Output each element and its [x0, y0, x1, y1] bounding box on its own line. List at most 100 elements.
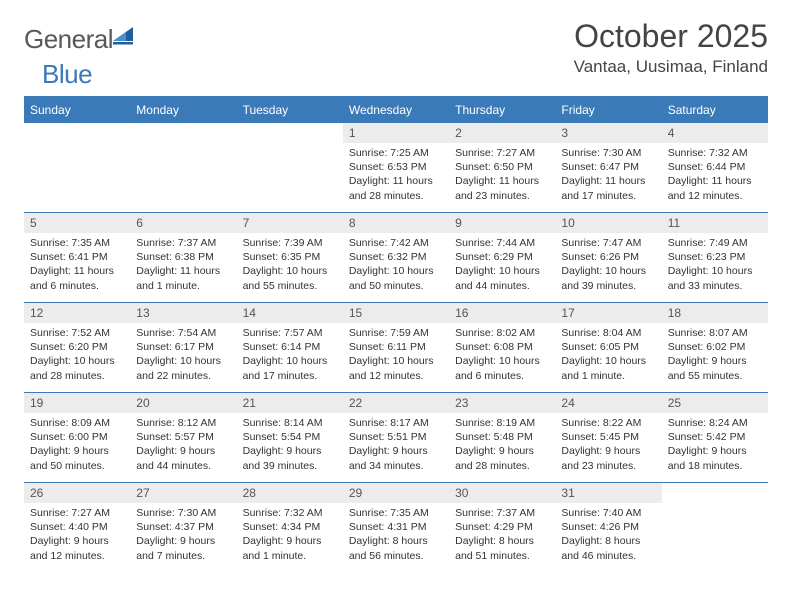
calendar-week: 19Sunrise: 8:09 AMSunset: 6:00 PMDayligh… [24, 393, 768, 483]
day-details: Sunrise: 7:30 AMSunset: 6:47 PMDaylight:… [555, 143, 661, 207]
day-details: Sunrise: 8:09 AMSunset: 6:00 PMDaylight:… [24, 413, 130, 477]
day-text: Sunrise: 8:17 AMSunset: 5:51 PMDaylight:… [349, 416, 443, 473]
day-number: 26 [24, 483, 130, 503]
day-number: 8 [343, 213, 449, 233]
day-text: Sunrise: 7:35 AMSunset: 6:41 PMDaylight:… [30, 236, 124, 293]
calendar-day: 20 Sunrise: 8:12 AMSunset: 5:57 PMDayligh… [130, 393, 236, 483]
day-number: 29 [343, 483, 449, 503]
calendar-body: 1Sunrise: 7:25 AMSunset: 6:53 PMDaylight… [24, 123, 768, 573]
day-number: 19 [24, 393, 130, 413]
day-text: Sunrise: 7:27 AMSunset: 6:50 PMDaylight:… [455, 146, 549, 203]
day-number: 20 [130, 393, 236, 413]
day-header: Friday [555, 98, 661, 123]
day-header: Tuesday [237, 98, 343, 123]
calendar-table: SundayMondayTuesdayWednesdayThursdayFrid… [24, 98, 768, 573]
calendar-day: 26Sunrise: 7:27 AMSunset: 4:40 PMDayligh… [24, 483, 130, 573]
calendar-day: 3 Sunrise: 7:30 AMSunset: 6:47 PMDaylight… [555, 123, 661, 213]
day-text: Sunrise: 8:19 AMSunset: 5:48 PMDaylight:… [455, 416, 549, 473]
calendar-day: 17 Sunrise: 8:04 AMSunset: 6:05 PMDayligh… [555, 303, 661, 393]
month-title: October 2025 [574, 18, 768, 55]
day-details: Sunrise: 7:59 AMSunset: 6:11 PMDaylight:… [343, 323, 449, 387]
calendar-day: 8 Sunrise: 7:42 AMSunset: 6:32 PMDaylight… [343, 213, 449, 303]
day-details: Sunrise: 7:30 AMSunset: 4:37 PMDaylight:… [130, 503, 236, 567]
logo-word1: General [24, 24, 113, 55]
day-number: 1 [343, 123, 449, 143]
day-text: Sunrise: 7:30 AMSunset: 6:47 PMDaylight:… [561, 146, 655, 203]
calendar-week: 26Sunrise: 7:27 AMSunset: 4:40 PMDayligh… [24, 483, 768, 573]
day-number: 22 [343, 393, 449, 413]
calendar-day: 15Sunrise: 7:59 AMSunset: 6:11 PMDayligh… [343, 303, 449, 393]
day-number: 12 [24, 303, 130, 323]
day-number: 15 [343, 303, 449, 323]
day-details: Sunrise: 7:57 AMSunset: 6:14 PMDaylight:… [237, 323, 343, 387]
calendar-day: 16Sunrise: 8:02 AMSunset: 6:08 PMDayligh… [449, 303, 555, 393]
calendar-day: 5 Sunrise: 7:35 AMSunset: 6:41 PMDaylight… [24, 213, 130, 303]
day-header: Monday [130, 98, 236, 123]
day-text: Sunrise: 7:44 AMSunset: 6:29 PMDaylight:… [455, 236, 549, 293]
calendar-empty [237, 123, 343, 213]
day-text: Sunrise: 7:42 AMSunset: 6:32 PMDaylight:… [349, 236, 443, 293]
calendar-day: 1Sunrise: 7:25 AMSunset: 6:53 PMDaylight… [343, 123, 449, 213]
calendar-day: 23 Sunrise: 8:19 AMSunset: 5:48 PMDayligh… [449, 393, 555, 483]
day-number: 9 [449, 213, 555, 233]
day-details: Sunrise: 8:19 AMSunset: 5:48 PMDaylight:… [449, 413, 555, 477]
day-number: 30 [449, 483, 555, 503]
calendar-day: 28Sunrise: 7:32 AMSunset: 4:34 PMDayligh… [237, 483, 343, 573]
calendar-day: 2 Sunrise: 7:27 AMSunset: 6:50 PMDaylight… [449, 123, 555, 213]
calendar-day: 30Sunrise: 7:37 AMSunset: 4:29 PMDayligh… [449, 483, 555, 573]
day-details: Sunrise: 7:49 AMSunset: 6:23 PMDaylight:… [662, 233, 768, 297]
day-text: Sunrise: 8:12 AMSunset: 5:57 PMDaylight:… [136, 416, 230, 473]
day-details: Sunrise: 7:35 AMSunset: 6:41 PMDaylight:… [24, 233, 130, 297]
day-text: Sunrise: 8:07 AMSunset: 6:02 PMDaylight:… [668, 326, 762, 383]
day-number: 5 [24, 213, 130, 233]
day-details: Sunrise: 7:42 AMSunset: 6:32 PMDaylight:… [343, 233, 449, 297]
day-details: Sunrise: 7:47 AMSunset: 6:26 PMDaylight:… [555, 233, 661, 297]
calendar-day: 29Sunrise: 7:35 AMSunset: 4:31 PMDayligh… [343, 483, 449, 573]
day-text: Sunrise: 7:49 AMSunset: 6:23 PMDaylight:… [668, 236, 762, 293]
logo-word2: Blue [42, 59, 92, 90]
day-number: 3 [555, 123, 661, 143]
day-number: 27 [130, 483, 236, 503]
day-header: Thursday [449, 98, 555, 123]
day-details: Sunrise: 8:24 AMSunset: 5:42 PMDaylight:… [662, 413, 768, 477]
day-details: Sunrise: 7:35 AMSunset: 4:31 PMDaylight:… [343, 503, 449, 567]
day-number: 6 [130, 213, 236, 233]
calendar-day: 31Sunrise: 7:40 AMSunset: 4:26 PMDayligh… [555, 483, 661, 573]
day-number: 14 [237, 303, 343, 323]
day-number: 7 [237, 213, 343, 233]
day-text: Sunrise: 8:02 AMSunset: 6:08 PMDaylight:… [455, 326, 549, 383]
day-details: Sunrise: 7:27 AMSunset: 6:50 PMDaylight:… [449, 143, 555, 207]
calendar-day: 11Sunrise: 7:49 AMSunset: 6:23 PMDayligh… [662, 213, 768, 303]
calendar-day: 24Sunrise: 8:22 AMSunset: 5:45 PMDayligh… [555, 393, 661, 483]
location: Vantaa, Uusimaa, Finland [574, 57, 768, 77]
day-text: Sunrise: 7:57 AMSunset: 6:14 PMDaylight:… [243, 326, 337, 383]
day-text: Sunrise: 7:32 AMSunset: 6:44 PMDaylight:… [668, 146, 762, 203]
day-number: 2 [449, 123, 555, 143]
day-details: Sunrise: 7:32 AMSunset: 4:34 PMDaylight:… [237, 503, 343, 567]
day-details: Sunrise: 7:25 AMSunset: 6:53 PMDaylight:… [343, 143, 449, 207]
calendar-day: 6Sunrise: 7:37 AMSunset: 6:38 PMDaylight… [130, 213, 236, 303]
day-header: Saturday [662, 98, 768, 123]
day-number: 23 [449, 393, 555, 413]
calendar-empty [130, 123, 236, 213]
day-details: Sunrise: 8:14 AMSunset: 5:54 PMDaylight:… [237, 413, 343, 477]
day-text: Sunrise: 7:39 AMSunset: 6:35 PMDaylight:… [243, 236, 337, 293]
day-text: Sunrise: 8:04 AMSunset: 6:05 PMDaylight:… [561, 326, 655, 383]
day-number: 4 [662, 123, 768, 143]
day-number: 13 [130, 303, 236, 323]
calendar-empty [24, 123, 130, 213]
calendar-day: 12Sunrise: 7:52 AMSunset: 6:20 PMDayligh… [24, 303, 130, 393]
calendar-empty [662, 483, 768, 573]
day-details: Sunrise: 7:32 AMSunset: 6:44 PMDaylight:… [662, 143, 768, 207]
calendar-day: 19Sunrise: 8:09 AMSunset: 6:00 PMDayligh… [24, 393, 130, 483]
logo-sail-icon [113, 27, 135, 45]
title-block: October 2025 Vantaa, Uusimaa, Finland [574, 18, 768, 77]
day-header: Wednesday [343, 98, 449, 123]
day-number: 17 [555, 303, 661, 323]
calendar-thead: SundayMondayTuesdayWednesdayThursdayFrid… [24, 98, 768, 123]
day-text: Sunrise: 7:32 AMSunset: 4:34 PMDaylight:… [243, 506, 337, 563]
day-details: Sunrise: 8:02 AMSunset: 6:08 PMDaylight:… [449, 323, 555, 387]
day-details: Sunrise: 8:07 AMSunset: 6:02 PMDaylight:… [662, 323, 768, 387]
day-text: Sunrise: 8:24 AMSunset: 5:42 PMDaylight:… [668, 416, 762, 473]
day-details: Sunrise: 7:54 AMSunset: 6:17 PMDaylight:… [130, 323, 236, 387]
